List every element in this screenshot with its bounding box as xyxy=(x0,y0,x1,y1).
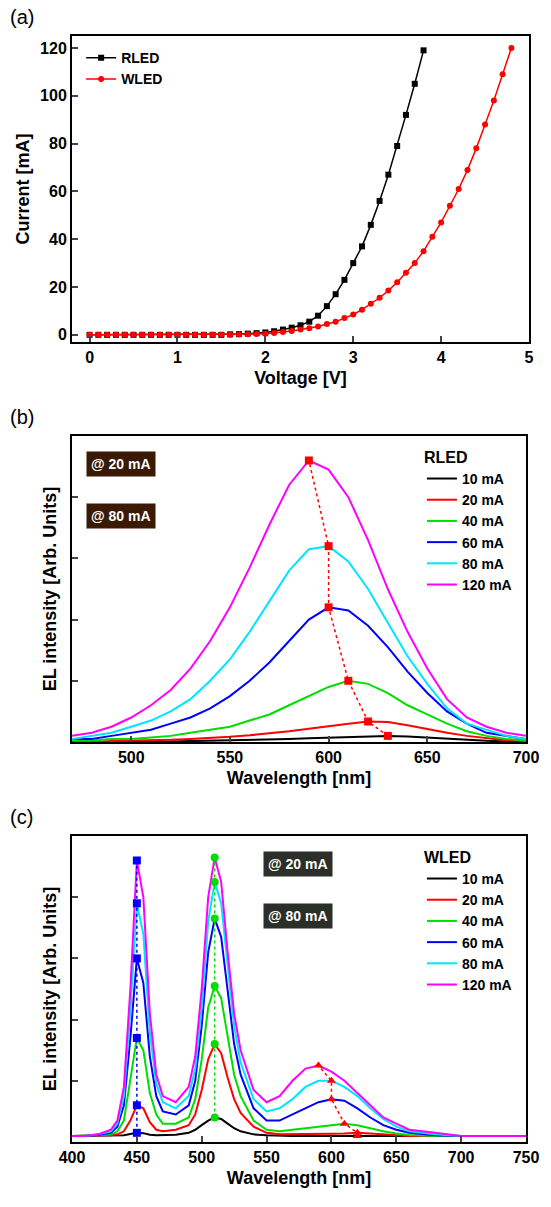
svg-text:Wavelength [nm]: Wavelength [nm] xyxy=(227,768,371,788)
svg-text:4: 4 xyxy=(437,349,446,366)
svg-text:500: 500 xyxy=(188,1149,215,1166)
svg-text:@ 20 mA: @ 20 mA xyxy=(91,456,151,472)
svg-text:120 mA: 120 mA xyxy=(462,577,512,593)
svg-text:60: 60 xyxy=(49,183,67,200)
svg-text:RLED: RLED xyxy=(424,449,468,466)
svg-text:0: 0 xyxy=(85,349,94,366)
svg-text:750: 750 xyxy=(513,1149,540,1166)
svg-text:(b): (b) xyxy=(10,406,34,428)
svg-text:WLED: WLED xyxy=(424,849,471,866)
svg-text:RLED: RLED xyxy=(121,50,159,66)
svg-text:@ 80 mA: @ 80 mA xyxy=(91,508,151,524)
svg-text:@ 20 mA: @ 20 mA xyxy=(268,856,328,872)
svg-text:20: 20 xyxy=(49,279,67,296)
svg-text:(c): (c) xyxy=(10,806,33,828)
svg-text:EL intensity [Arb. Units]: EL intensity [Arb. Units] xyxy=(40,487,60,692)
svg-text:40 mA: 40 mA xyxy=(462,513,504,529)
svg-text:600: 600 xyxy=(315,749,342,766)
svg-text:550: 550 xyxy=(217,749,244,766)
svg-text:120: 120 xyxy=(40,40,67,57)
svg-text:5: 5 xyxy=(525,349,534,366)
svg-text:80: 80 xyxy=(49,135,67,152)
svg-text:20 mA: 20 mA xyxy=(462,892,504,908)
svg-text:Wavelength [nm]: Wavelength [nm] xyxy=(227,1168,371,1188)
svg-text:10 mA: 10 mA xyxy=(462,871,504,887)
svg-text:WLED: WLED xyxy=(121,71,162,87)
svg-text:550: 550 xyxy=(253,1149,280,1166)
svg-text:40: 40 xyxy=(49,231,67,248)
svg-text:40 mA: 40 mA xyxy=(462,913,504,929)
svg-text:700: 700 xyxy=(513,749,540,766)
svg-text:80 mA: 80 mA xyxy=(462,956,504,972)
svg-text:650: 650 xyxy=(383,1149,410,1166)
svg-text:Voltage [V]: Voltage [V] xyxy=(254,368,347,388)
svg-text:(a): (a) xyxy=(10,6,34,28)
svg-text:100: 100 xyxy=(40,87,67,104)
svg-text:700: 700 xyxy=(448,1149,475,1166)
svg-text:450: 450 xyxy=(124,1149,151,1166)
svg-text:400: 400 xyxy=(59,1149,86,1166)
svg-text:3: 3 xyxy=(349,349,358,366)
svg-text:80 mA: 80 mA xyxy=(462,556,504,572)
svg-text:10 mA: 10 mA xyxy=(462,471,504,487)
svg-text:EL intensity [Arb. Units]: EL intensity [Arb. Units] xyxy=(40,887,60,1092)
svg-text:1: 1 xyxy=(173,349,182,366)
svg-text:600: 600 xyxy=(318,1149,345,1166)
svg-text:60 mA: 60 mA xyxy=(462,535,504,551)
svg-text:120 mA: 120 mA xyxy=(462,977,512,993)
svg-text:2: 2 xyxy=(261,349,270,366)
svg-text:500: 500 xyxy=(118,749,145,766)
svg-text:@ 80 mA: @ 80 mA xyxy=(268,908,328,924)
svg-text:20 mA: 20 mA xyxy=(462,492,504,508)
svg-text:Current [mA]: Current [mA] xyxy=(13,134,33,245)
svg-text:60 mA: 60 mA xyxy=(462,935,504,951)
svg-text:0: 0 xyxy=(58,326,67,343)
svg-text:650: 650 xyxy=(414,749,441,766)
